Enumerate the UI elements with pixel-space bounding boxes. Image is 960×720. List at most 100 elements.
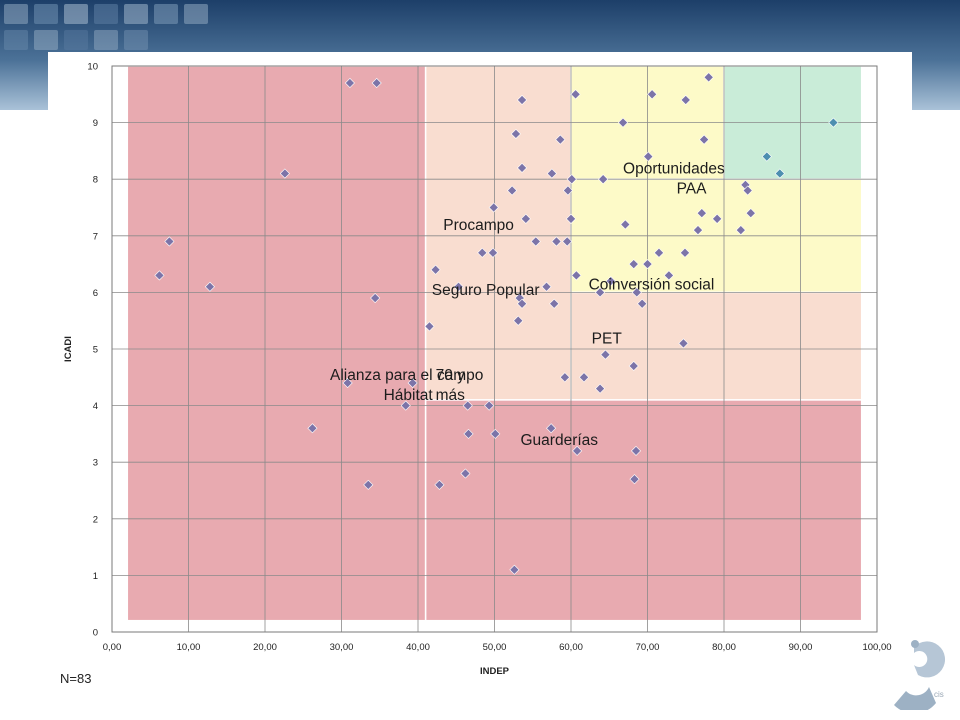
data-point	[559, 372, 570, 383]
data-point	[513, 315, 524, 326]
zone-peach	[424, 65, 572, 401]
y-tick-label: 2	[93, 514, 98, 525]
data-point	[546, 168, 557, 179]
data-point	[631, 445, 642, 456]
x-tick-label: 40,00	[406, 642, 430, 653]
header-tile	[64, 4, 88, 24]
plot-area-frame	[111, 65, 878, 633]
header-tile	[124, 30, 148, 50]
data-point	[642, 259, 653, 270]
data-point	[647, 89, 658, 100]
header-tiles	[4, 4, 208, 50]
data-point	[562, 185, 573, 196]
x-tick-label: 80,00	[712, 642, 736, 653]
zone-red	[424, 399, 863, 622]
data-point	[546, 423, 557, 434]
data-point	[566, 174, 577, 185]
data-point	[692, 225, 704, 236]
sample-size-note: N=83	[60, 671, 92, 686]
program-label: Coinversión social	[589, 277, 715, 294]
x-tick-label: 100,00	[862, 642, 891, 653]
x-tick-label: 0,00	[103, 642, 122, 653]
data-point	[453, 281, 464, 292]
x-tick-label: 30,00	[330, 642, 354, 653]
data-point	[595, 383, 606, 394]
program-label: Procampo	[443, 217, 514, 234]
data-point	[490, 428, 501, 439]
data-point	[370, 293, 381, 304]
data-point	[761, 151, 772, 162]
program-label: Seguro Popular	[432, 282, 540, 299]
x-tick-label: 70,00	[636, 642, 660, 653]
zone-red	[126, 65, 427, 622]
data-point	[628, 360, 639, 372]
data-point	[742, 185, 753, 196]
program-label: más	[436, 387, 466, 404]
data-point	[484, 400, 495, 411]
program-label: Hábitat	[384, 387, 434, 404]
data-point	[363, 479, 374, 490]
y-tick-label: 10	[87, 62, 98, 73]
program-label: PET	[592, 330, 623, 347]
data-point	[487, 247, 498, 258]
data-point	[605, 276, 616, 287]
header-tile	[4, 4, 28, 24]
header-tile	[124, 4, 148, 24]
header-tile	[34, 30, 58, 50]
y-tick-label: 1	[93, 571, 98, 582]
data-point	[541, 281, 552, 292]
data-point	[572, 445, 583, 456]
data-point	[600, 349, 611, 360]
data-point	[342, 377, 353, 388]
x-tick-label: 90,00	[789, 642, 813, 653]
data-point	[774, 168, 785, 179]
data-point	[628, 259, 639, 270]
data-point	[509, 564, 520, 575]
y-axis-label: ICADI	[63, 336, 74, 362]
data-point	[424, 321, 435, 332]
y-tick-label: 6	[93, 288, 98, 299]
header-tile	[184, 4, 208, 24]
data-point	[400, 400, 411, 411]
data-point	[703, 72, 714, 83]
data-point	[530, 236, 541, 247]
x-tick-label: 50,00	[483, 642, 507, 653]
data-point	[643, 151, 654, 162]
data-point	[154, 270, 165, 281]
data-point	[617, 117, 629, 128]
data-point	[279, 168, 290, 179]
data-point	[629, 474, 640, 485]
program-label: PAA	[677, 180, 708, 197]
data-point	[477, 247, 488, 258]
data-point	[571, 270, 582, 281]
data-point	[735, 225, 746, 236]
y-tick-label: 5	[93, 345, 98, 356]
program-label: 70 y	[436, 367, 466, 384]
data-point	[204, 281, 215, 292]
header-tile	[34, 4, 58, 24]
y-tick-label: 3	[93, 458, 98, 469]
program-label: Alianza para el campo	[330, 367, 483, 384]
header-tile	[94, 4, 118, 24]
data-point	[699, 134, 710, 145]
x-tick-label: 20,00	[253, 642, 277, 653]
data-point	[828, 117, 839, 128]
data-point	[570, 89, 581, 100]
y-tick-label: 9	[93, 118, 98, 129]
y-tick-label: 4	[93, 401, 98, 412]
data-point	[680, 94, 691, 105]
svg-text:cis: cis	[934, 690, 944, 699]
data-point	[507, 185, 518, 196]
data-point	[696, 208, 707, 219]
data-point	[430, 264, 441, 275]
logo-icon: cis	[894, 640, 946, 710]
data-point	[517, 298, 528, 309]
x-tick-label: 60,00	[559, 642, 583, 653]
data-point	[631, 287, 642, 298]
data-point	[344, 77, 355, 89]
header-tile	[64, 30, 88, 50]
chart-panel: 0,00 10,00 20,00 30,00 40,00 50,00 60,00 70,00 8…	[48, 52, 912, 687]
data-point	[462, 400, 473, 411]
data-point	[712, 213, 723, 224]
